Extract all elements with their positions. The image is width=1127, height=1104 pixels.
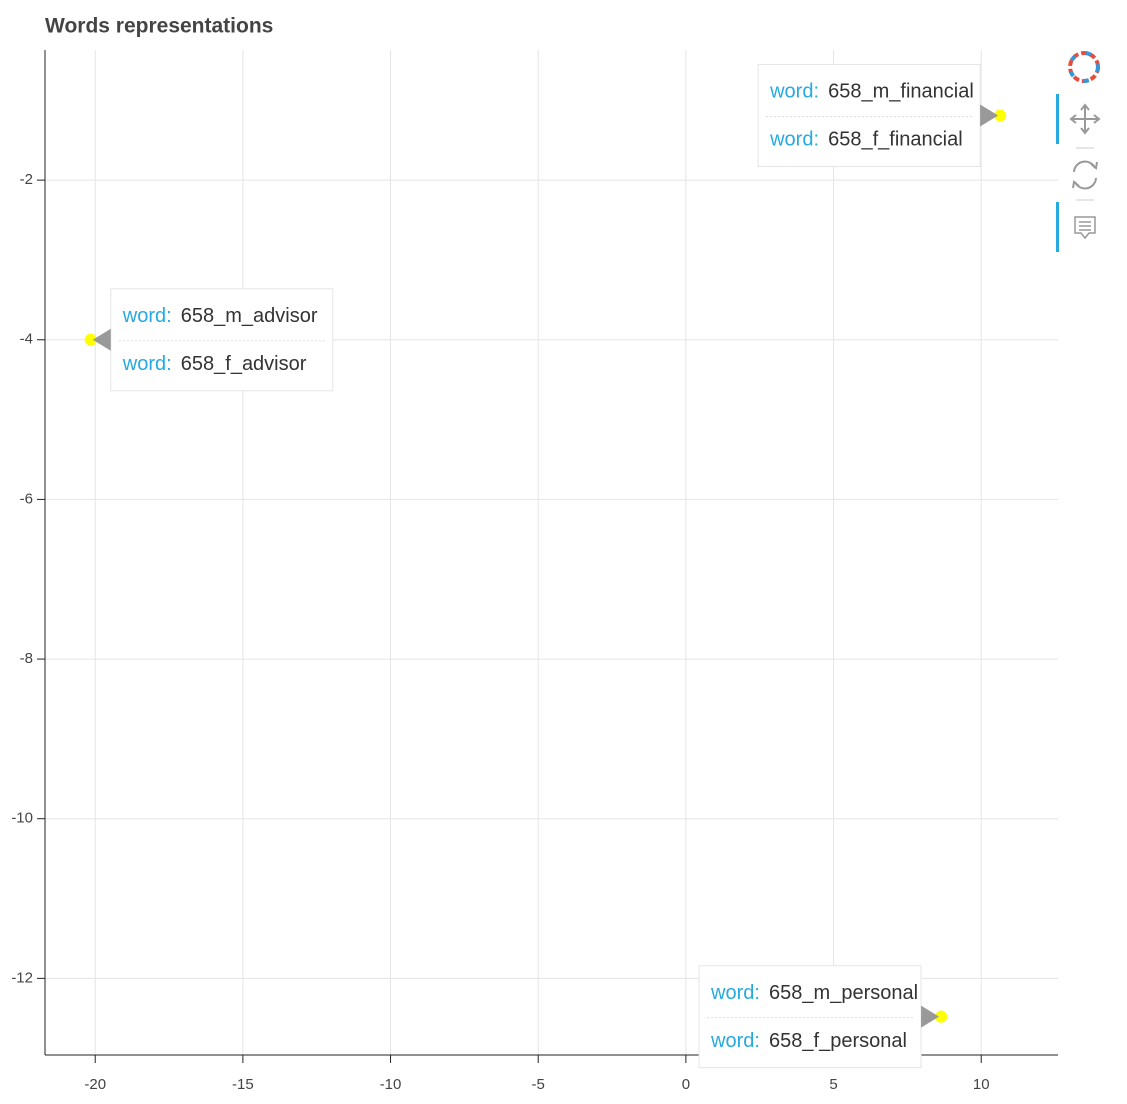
tooltip-field: word: (122, 353, 172, 375)
x-tick-label: -20 (84, 1076, 106, 1093)
x-tick-label: 5 (829, 1076, 837, 1093)
tooltip-box (698, 965, 922, 1069)
tooltip: word: 658_m_advisor word: 658_f_advisor (92, 288, 334, 392)
tooltip: word: 658_m_personal word: 658_f_personal (698, 965, 940, 1069)
tool-active-marker (1056, 202, 1059, 252)
x-tick-label: 10 (973, 1076, 990, 1093)
tooltip-box (110, 288, 334, 392)
pan-tool[interactable] (1069, 103, 1101, 135)
x-tick-label: 0 (682, 1076, 690, 1093)
tooltip-field: word: (769, 81, 819, 103)
x-tick-label: -5 (532, 1076, 545, 1093)
tooltip-value: 658_m_advisor (181, 305, 318, 327)
tooltip-field: word: (122, 305, 172, 327)
reset-tool[interactable] (1072, 160, 1098, 190)
grid (45, 50, 1058, 1055)
tooltip-value: 658_f_personal (769, 1030, 907, 1052)
y-tick-label: -6 (20, 490, 33, 507)
tooltip-arrow (980, 104, 999, 127)
y-tick-label: -4 (20, 331, 33, 348)
tooltip-box (757, 63, 981, 167)
toolbar (1056, 51, 1101, 252)
bokeh-logo[interactable] (1068, 51, 1100, 83)
y-tick-label: -8 (20, 650, 33, 667)
x-tick-label: -15 (232, 1076, 254, 1093)
tooltip-value: 658_m_personal (769, 982, 918, 1004)
x-tick-label: -10 (380, 1076, 402, 1093)
tooltip-field: word: (710, 982, 760, 1004)
tooltip: word: 658_m_financial word: 658_f_financial (757, 63, 999, 167)
tooltip-value: 658_m_financial (828, 81, 974, 103)
y-tick-label: -12 (11, 969, 33, 986)
point (84, 333, 97, 346)
y-tick-label: -2 (20, 171, 33, 188)
tooltip-field: word: (769, 129, 819, 151)
chart-title: Words representations (45, 15, 273, 38)
tooltip-field: word: (710, 1030, 760, 1052)
tool-active-marker (1056, 94, 1059, 144)
point (935, 1010, 948, 1023)
tooltip-value: 658_f_financial (828, 129, 963, 151)
hover-tool[interactable] (1074, 216, 1096, 240)
tooltip-value: 658_f_advisor (181, 353, 307, 375)
y-tick-label: -10 (11, 810, 33, 827)
point (994, 109, 1007, 122)
tooltip-arrow (92, 328, 111, 351)
tooltip-arrow (921, 1005, 940, 1028)
